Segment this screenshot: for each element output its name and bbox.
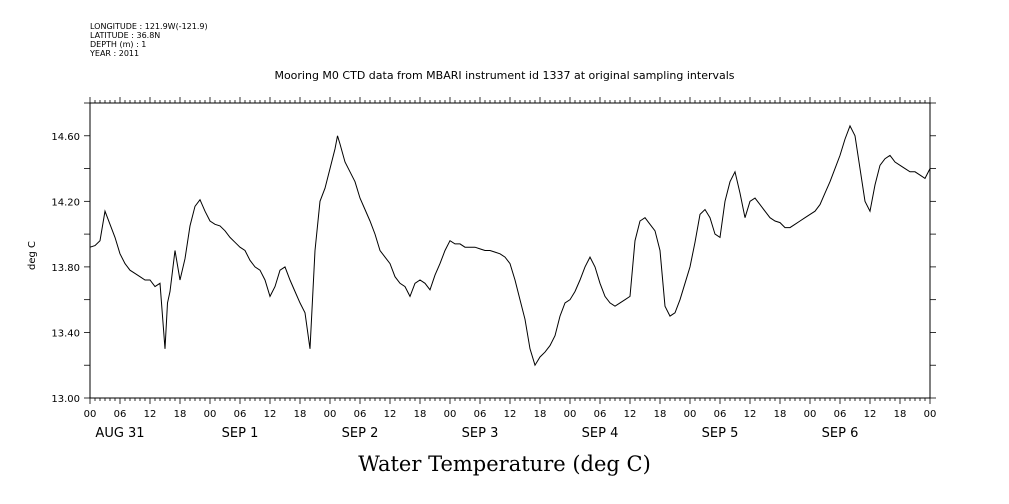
y-tick-label: 13.40 bbox=[51, 328, 80, 339]
latitude-text: LATITUDE : 36.8N bbox=[90, 31, 161, 40]
x-tick-label: 18 bbox=[774, 409, 787, 420]
x-tick-label: 00 bbox=[324, 409, 337, 420]
x-axis-title: Water Temperature (deg C) bbox=[358, 452, 651, 476]
x-tick-label: 00 bbox=[924, 409, 937, 420]
x-tick-label: 18 bbox=[174, 409, 187, 420]
x-tick-label: 00 bbox=[84, 409, 97, 420]
day-label: SEP 3 bbox=[462, 426, 499, 441]
x-tick-label: 00 bbox=[564, 409, 577, 420]
x-tick-label: 12 bbox=[864, 409, 877, 420]
x-tick-label: 06 bbox=[114, 409, 127, 420]
longitude-text: LONGITUDE : 121.9W(-121.9) bbox=[90, 22, 208, 31]
depth-text: DEPTH (m) : 1 bbox=[90, 40, 147, 49]
x-tick-label: 12 bbox=[384, 409, 397, 420]
x-tick-label: 06 bbox=[714, 409, 727, 420]
x-tick-label: 12 bbox=[504, 409, 517, 420]
x-tick-label: 18 bbox=[534, 409, 547, 420]
day-label: SEP 6 bbox=[822, 426, 859, 441]
plot-frame bbox=[89, 102, 931, 399]
day-label: SEP 5 bbox=[702, 426, 739, 441]
mooring-metadata: LONGITUDE : 121.9W(-121.9) LATITUDE : 36… bbox=[90, 22, 208, 58]
y-tick-label: 14.60 bbox=[51, 132, 80, 143]
x-tick-label: 12 bbox=[744, 409, 757, 420]
x-tick-label: 00 bbox=[444, 409, 457, 420]
day-label: AUG 31 bbox=[95, 426, 144, 441]
y-tick-label: 13.00 bbox=[51, 394, 80, 405]
x-tick-label: 18 bbox=[894, 409, 907, 420]
temperature-line bbox=[89, 124, 931, 367]
x-tick-label: 18 bbox=[654, 409, 667, 420]
x-tick-label: 06 bbox=[474, 409, 487, 420]
y-tick-label: 14.20 bbox=[51, 197, 80, 208]
day-label: SEP 4 bbox=[582, 426, 619, 441]
y-tick-label: 13.80 bbox=[51, 263, 80, 274]
day-label: SEP 2 bbox=[342, 426, 379, 441]
x-tick-label: 00 bbox=[684, 409, 697, 420]
x-tick-label: 06 bbox=[354, 409, 367, 420]
chart-title: Mooring M0 CTD data from MBARI instrumen… bbox=[274, 69, 735, 82]
x-tick-label: 12 bbox=[624, 409, 637, 420]
x-tick-label: 12 bbox=[144, 409, 157, 420]
x-tick-label: 06 bbox=[234, 409, 247, 420]
x-tick-label: 00 bbox=[804, 409, 817, 420]
year-text: YEAR : 2011 bbox=[90, 49, 140, 58]
x-tick-label: 12 bbox=[264, 409, 277, 420]
x-tick-label: 00 bbox=[204, 409, 217, 420]
day-label: SEP 1 bbox=[222, 426, 259, 441]
x-tick-label: 18 bbox=[294, 409, 307, 420]
x-tick-label: 06 bbox=[834, 409, 847, 420]
x-tick-label: 18 bbox=[414, 409, 427, 420]
x-tick-label: 06 bbox=[594, 409, 607, 420]
